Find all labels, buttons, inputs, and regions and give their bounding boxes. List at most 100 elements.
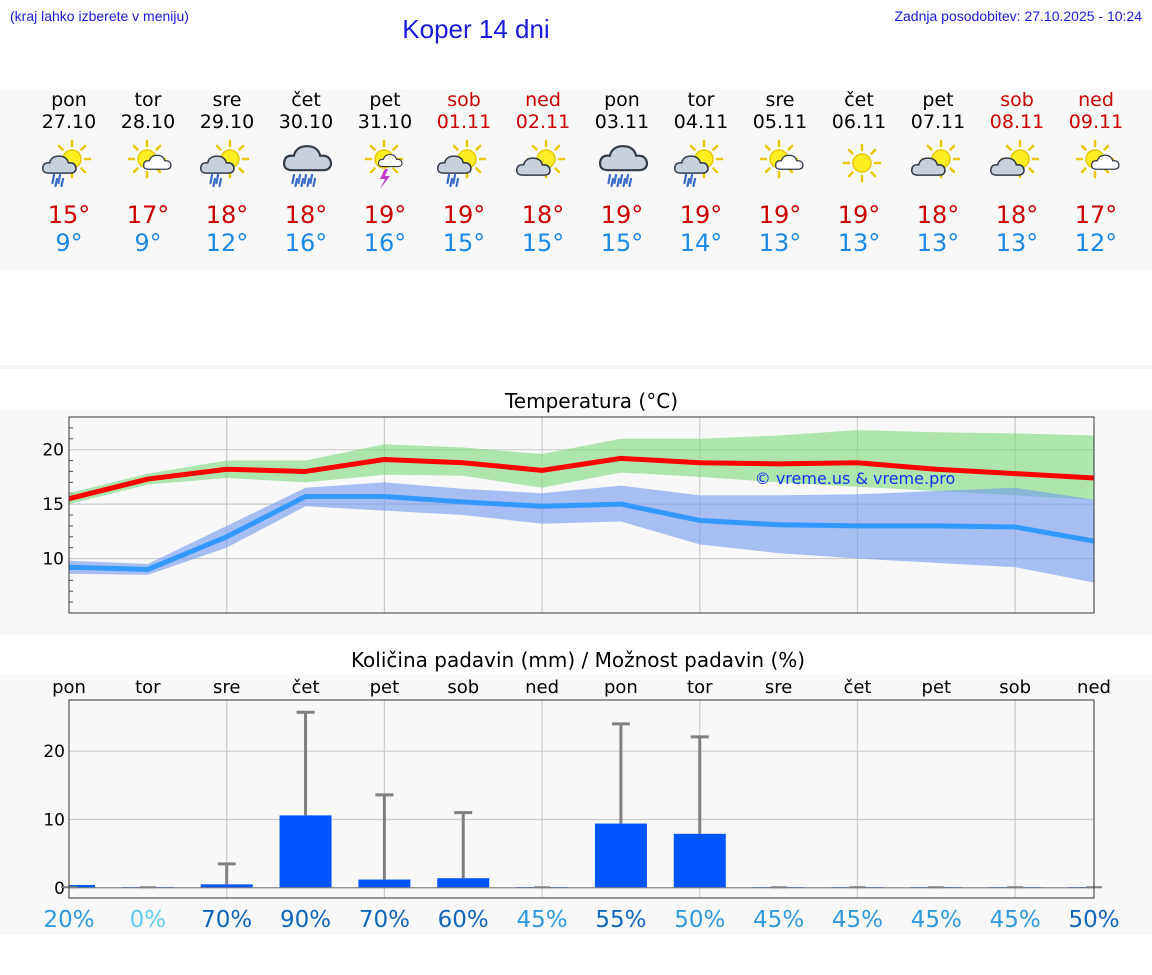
day-name: ned xyxy=(525,89,561,111)
day-column: pet 31.10 19° 16° xyxy=(345,89,425,258)
temp-max: 18° xyxy=(916,201,960,229)
x-category-label: pet xyxy=(922,677,952,698)
precip-probability: 60% xyxy=(438,907,489,933)
day-name: sob xyxy=(447,89,481,111)
cloud-heavy-rain-icon xyxy=(598,145,649,188)
y-tick-label: 0 xyxy=(54,879,65,899)
sun-cloud-icon xyxy=(516,139,566,179)
day-date: 30.10 xyxy=(278,111,334,133)
cloud-heavy-rain-icon xyxy=(282,145,333,188)
temp-min: 9° xyxy=(134,229,162,257)
precip-bar xyxy=(437,878,490,888)
precip-probability: 70% xyxy=(201,907,252,933)
day-date: 31.10 xyxy=(357,111,413,133)
temperature-chart: Temperatura (°C) 10 15 20 © vreme.us & vreme… xyxy=(42,389,1095,614)
temp-max: 19° xyxy=(363,201,407,229)
day-column: sre 29.10 18° 12° xyxy=(187,90,267,258)
temp-min: 15° xyxy=(521,229,565,257)
precip-bar xyxy=(673,833,726,888)
temp-max: 19° xyxy=(758,201,802,229)
temp-max: 19° xyxy=(442,201,486,229)
temp-max: 18° xyxy=(521,201,565,229)
precip-probability: 45% xyxy=(911,907,962,933)
day-column: tor 04.11 19° 14° xyxy=(661,89,741,258)
sun-cloud-rain-icon xyxy=(674,139,724,188)
day-column: sob 08.11 18° 13° xyxy=(977,89,1057,258)
y-tick-label: 10 xyxy=(42,550,64,570)
day-name: čet xyxy=(291,89,321,111)
plot-area xyxy=(69,700,1094,898)
day-name: pet xyxy=(369,89,401,111)
temp-min: 13° xyxy=(916,229,960,257)
x-category-label: tor xyxy=(135,677,161,698)
day-name: sre xyxy=(765,89,795,111)
sun-small-cloud-icon xyxy=(759,139,804,179)
day-name: pon xyxy=(51,89,87,111)
precip-probability: 70% xyxy=(359,907,410,933)
daily-forecast-strip: pon 27.10 15° 9° tor 28.10 17° 9° sre 29.10 18° 12°… xyxy=(0,90,1152,270)
x-category-label: pon xyxy=(604,677,638,698)
precip-bar xyxy=(279,815,332,888)
day-date: 03.11 xyxy=(594,111,650,133)
temp-max: 18° xyxy=(995,201,1039,229)
day-date: 28.10 xyxy=(120,111,176,133)
day-name: sob xyxy=(1000,89,1034,111)
temp-max: 17° xyxy=(1074,201,1118,229)
divider xyxy=(0,365,1152,369)
temp-max: 19° xyxy=(679,201,723,229)
temp-max: 18° xyxy=(284,201,328,229)
series-line-max xyxy=(68,455,1095,502)
temp-max: 19° xyxy=(837,201,881,229)
day-date: 08.11 xyxy=(989,111,1045,133)
y-tick-label: 20 xyxy=(42,441,64,461)
precip-probability: 45% xyxy=(517,907,568,933)
temp-min: 13° xyxy=(837,229,881,257)
y-tick-label: 10 xyxy=(43,810,65,830)
day-column: čet 06.11 19° 13° xyxy=(819,89,899,258)
day-column: čet 30.10 18° 16° xyxy=(266,89,346,258)
sun-small-cloud-icon xyxy=(127,139,172,179)
temp-max: 19° xyxy=(600,201,644,229)
day-name: tor xyxy=(687,89,715,111)
x-category-label: pet xyxy=(370,677,400,698)
day-date: 29.10 xyxy=(199,111,255,133)
precip-probability: 45% xyxy=(990,907,1041,933)
precip-bar xyxy=(69,885,95,888)
day-column: tor 28.10 17° 9° xyxy=(108,90,188,258)
precipitation-chart: Količina padavin (mm) / Možnost padavin … xyxy=(43,648,1119,933)
sun-thunderstorm-icon xyxy=(364,139,404,189)
day-name: pon xyxy=(604,89,640,111)
watermark: © vreme.us & vreme.pro xyxy=(755,469,956,488)
x-category-label: čet xyxy=(843,677,871,698)
series-line-min xyxy=(68,493,1095,572)
temp-min: 9° xyxy=(55,229,83,257)
x-category-label: tor xyxy=(687,677,713,698)
page-title: Koper 14 dni xyxy=(402,14,550,44)
temp-min: 12° xyxy=(1074,229,1118,257)
temp-min: 16° xyxy=(284,229,328,257)
day-date: 06.11 xyxy=(831,111,887,133)
day-name: čet xyxy=(844,89,874,111)
sun-cloud-icon xyxy=(990,139,1040,179)
temp-max: 18° xyxy=(205,201,249,229)
sun-cloud-rain-icon xyxy=(437,139,487,188)
temp-max: 15° xyxy=(47,201,91,229)
day-column: pet 07.11 18° 13° xyxy=(898,89,978,258)
temp-min: 14° xyxy=(679,229,723,257)
precip-probability: 90% xyxy=(280,907,331,933)
day-name: pet xyxy=(922,89,954,111)
last-updated: Zadnja posodobitev: 27.10.2025 - 10:24 xyxy=(894,8,1142,24)
temp-min: 13° xyxy=(995,229,1039,257)
temp-min: 13° xyxy=(758,229,802,257)
temp-min: 16° xyxy=(363,229,407,257)
precip-probability: 0% xyxy=(130,907,167,933)
precip-probability: 20% xyxy=(43,907,94,933)
day-date: 27.10 xyxy=(41,111,97,133)
day-date: 09.11 xyxy=(1068,111,1124,133)
sun-cloud-rain-icon xyxy=(42,139,92,188)
x-category-label: sob xyxy=(447,677,479,698)
day-column: ned 02.11 18° 15° xyxy=(503,89,583,258)
temp-max: 17° xyxy=(126,201,170,229)
precip-bar xyxy=(200,884,253,888)
day-column: sob 01.11 19° 15° xyxy=(424,89,504,258)
